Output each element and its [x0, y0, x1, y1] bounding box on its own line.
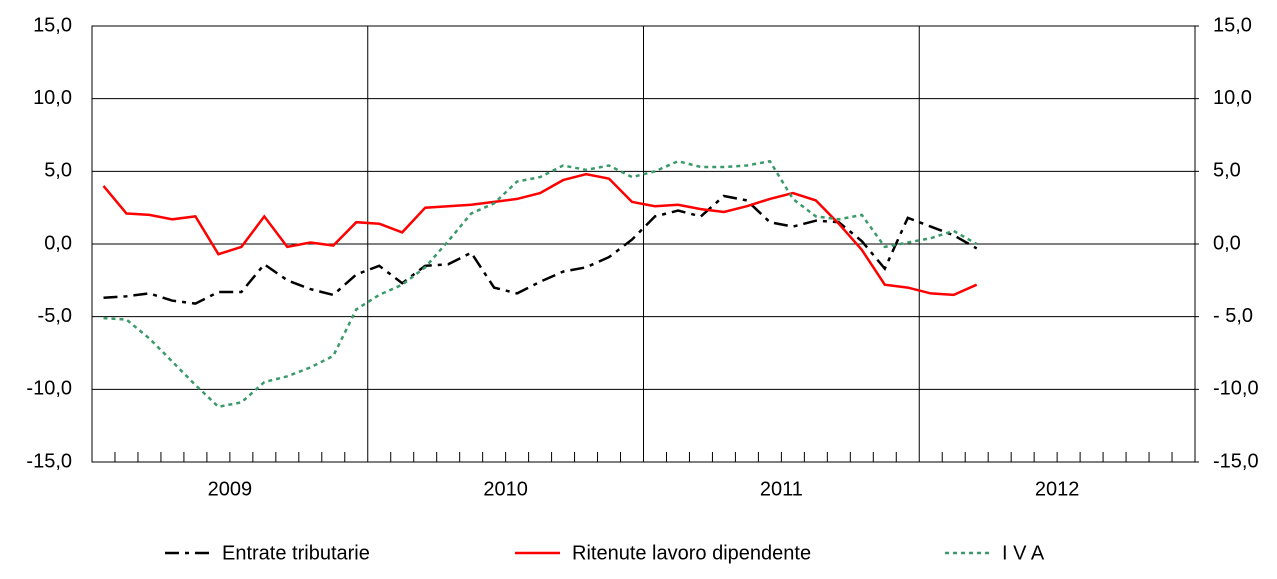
legend-label: Ritenute lavoro dipendente — [572, 542, 811, 564]
x-tick-label: 2011 — [760, 478, 803, 500]
y-tick-label: 15,0 — [33, 14, 72, 36]
y2-tick-label: 15,0 — [1213, 14, 1252, 36]
x-tick-label: 2009 — [208, 478, 253, 500]
y2-tick-label: -10,0 — [1213, 378, 1259, 400]
y-tick-label: -15,0 — [26, 450, 72, 472]
y-tick-label: 0,0 — [44, 232, 72, 254]
legend-label: Entrate tributarie — [222, 542, 370, 564]
x-tick-label: 2010 — [483, 478, 528, 500]
y2-tick-label: 5,0 — [1213, 160, 1241, 182]
series-line — [103, 159, 978, 409]
series-line — [103, 194, 978, 305]
x-tick-label: 2012 — [1035, 478, 1080, 500]
y-tick-label: -5,0 — [38, 305, 72, 327]
y2-tick-label: 0,0 — [1213, 232, 1241, 254]
y-tick-label: 5,0 — [44, 160, 72, 182]
y-tick-label: -10,0 — [26, 378, 72, 400]
y2-tick-label: 10,0 — [1213, 87, 1252, 109]
y2-tick-label: - 5,0 — [1213, 305, 1253, 327]
y2-tick-label: -15,0 — [1213, 450, 1259, 472]
series-line — [102, 172, 978, 297]
legend-label: I V A — [1002, 542, 1045, 564]
y-tick-label: 10,0 — [33, 87, 72, 109]
